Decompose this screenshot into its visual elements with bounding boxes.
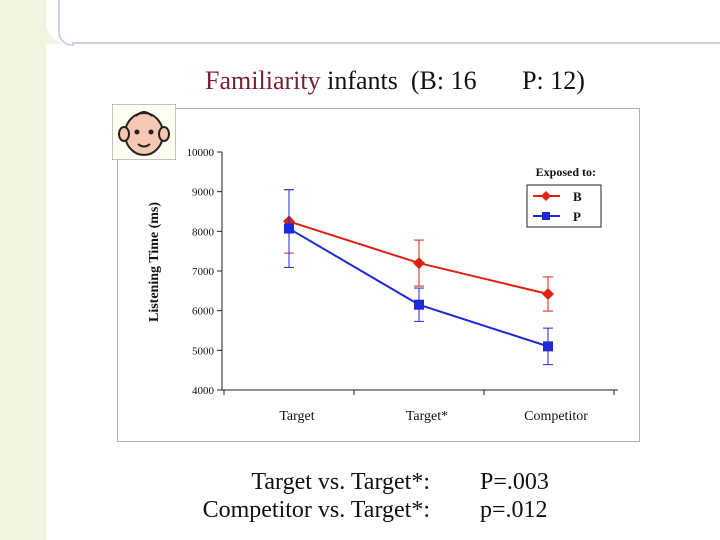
stats-labels: Target vs. Target*: Competitor vs. Targe… <box>170 468 430 524</box>
stats-line2-value: p=.012 <box>480 497 548 523</box>
y-tick-label: 8000 <box>192 226 215 238</box>
slide-corner <box>46 0 720 44</box>
square-point <box>284 223 294 234</box>
stats-line1-value: P=.003 <box>480 469 549 495</box>
legend-square <box>542 212 550 220</box>
legend-title: Exposed to: <box>536 165 596 179</box>
slide-title: Familiarity infants (B: 16 P: 12) <box>0 66 720 96</box>
slide-accent-line <box>72 42 720 44</box>
legend-box <box>526 184 602 228</box>
legend-diamond <box>541 191 551 201</box>
chart-panel <box>117 108 640 442</box>
x-tick-label: Target <box>279 409 314 424</box>
diamond-point <box>542 288 554 301</box>
diamond-point <box>413 257 425 270</box>
y-tick-label: 10000 <box>187 147 215 159</box>
y-tick-label: 9000 <box>192 187 215 199</box>
y-tick-label: 7000 <box>192 266 215 278</box>
square-point <box>543 341 553 352</box>
title-rest: infants (B: 16 P: 12) <box>320 66 585 95</box>
legend-label: B <box>573 189 582 204</box>
baby-face-icon <box>112 104 176 160</box>
stats-line1-label: Target vs. Target*: <box>251 469 430 495</box>
y-tick-label: 6000 <box>192 306 215 318</box>
y-axis-label: Listening Time (ms) <box>147 202 162 322</box>
slide-accent-curve <box>58 0 74 46</box>
y-tick-label: 5000 <box>192 345 215 357</box>
series-P <box>284 189 553 366</box>
stats-line2-label: Competitor vs. Target*: <box>202 497 430 523</box>
square-point <box>414 299 424 310</box>
legend-label: P <box>573 209 581 224</box>
slide-left-band <box>0 0 46 540</box>
x-tick-label: Competitor <box>524 409 588 424</box>
y-tick-label: 4000 <box>192 385 215 397</box>
title-keyword: Familiarity <box>205 66 321 95</box>
stats-values: P=.003 p=.012 <box>480 468 600 524</box>
x-tick-label: Target* <box>406 409 448 424</box>
